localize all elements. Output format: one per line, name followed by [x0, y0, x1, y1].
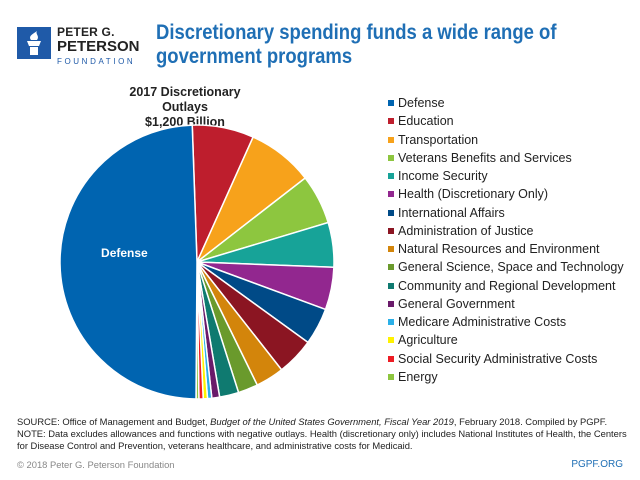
site-link[interactable]: PGPF.ORG [571, 459, 623, 470]
legend-label: Community and Regional Development [398, 278, 616, 293]
legend-label: General Government [398, 296, 515, 311]
legend-label: Health (Discretionary Only) [398, 187, 549, 202]
legend-item: Veterans Benefits and Services [388, 149, 624, 167]
legend-swatch [388, 136, 394, 143]
source-suffix: , February 2018. Compiled by PGPF. [453, 416, 608, 427]
legend-label: General Science, Space and Technology [398, 260, 624, 275]
pie-slice-defense [59, 124, 198, 400]
legend-label: Social Security Administrative Costs [398, 351, 598, 366]
legend-item: Energy [388, 368, 624, 386]
legend: Defense Education Transportation Veterans B… [388, 94, 624, 386]
legend-item: Community and Regional Development [388, 277, 624, 295]
legend-label: Education [398, 114, 454, 129]
legend-swatch [388, 337, 394, 344]
legend-swatch [388, 209, 394, 216]
legend-item: Natural Resources and Environment [388, 240, 624, 258]
legend-swatch [388, 227, 394, 234]
legend-item: Administration of Justice [388, 222, 624, 240]
legend-swatch [388, 282, 394, 289]
legend-item: General Science, Space and Technology [388, 258, 624, 276]
legend-swatch [388, 264, 394, 271]
logo-line3: FOUNDATION [57, 57, 136, 66]
note: NOTE: Data excludes allowances and funct… [17, 428, 627, 451]
legend-swatch [388, 191, 394, 198]
legend-label: Natural Resources and Environment [398, 242, 600, 257]
legend-swatch [388, 355, 394, 362]
legend-label: Agriculture [398, 333, 458, 348]
legend-label: Income Security [398, 169, 488, 184]
legend-label: Administration of Justice [398, 223, 534, 238]
legend-label: Energy [398, 369, 438, 384]
legend-swatch [388, 100, 394, 107]
legend-label: Medicare Administrative Costs [398, 315, 567, 330]
source-prefix: SOURCE: Office of Management and Budget, [17, 416, 211, 427]
legend-label: Transportation [398, 132, 479, 147]
legend-swatch [388, 154, 394, 161]
source-title: Budget of the United States Government, … [210, 416, 454, 427]
logo-line1: PETER G. [57, 25, 115, 39]
legend-item: General Government [388, 295, 624, 313]
footnotes: SOURCE: Office of Management and Budget,… [17, 416, 627, 452]
chart-title: 2017 Discretionary Outlays [129, 85, 241, 114]
logo-line2: PETERSON [57, 38, 140, 55]
legend-swatch [388, 246, 394, 253]
legend-label: International Affairs [398, 205, 505, 220]
logo-torch-icon [17, 27, 51, 59]
copyright: © 2018 Peter G. Peterson Foundation [17, 459, 175, 470]
source-note: SOURCE: Office of Management and Budget,… [17, 416, 627, 428]
legend-item: Education [388, 112, 624, 130]
page-title: Discretionary spending funds a wide rang… [156, 21, 557, 68]
legend-item: Agriculture [388, 331, 624, 349]
logo-wordmark: PETER G. PETERSON FOUNDATION [57, 26, 140, 68]
legend-item: Medicare Administrative Costs [388, 313, 624, 331]
chart-title-block: 2017 Discretionary Outlays $1,200 Billio… [110, 85, 260, 130]
legend-swatch [388, 173, 394, 180]
legend-item: Health (Discretionary Only) [388, 185, 624, 203]
legend-item: International Affairs [388, 204, 624, 222]
legend-item: Defense [388, 94, 624, 112]
legend-item: Income Security [388, 167, 624, 185]
legend-label: Veterans Benefits and Services [398, 150, 572, 165]
legend-item: Social Security Administrative Costs [388, 350, 624, 368]
pie-label-defense: Defense [101, 246, 148, 260]
legend-swatch [388, 118, 394, 125]
legend-swatch [388, 319, 394, 326]
legend-item: Transportation [388, 131, 624, 149]
legend-label: Defense [398, 96, 445, 111]
legend-swatch [388, 373, 394, 380]
legend-swatch [388, 300, 394, 307]
